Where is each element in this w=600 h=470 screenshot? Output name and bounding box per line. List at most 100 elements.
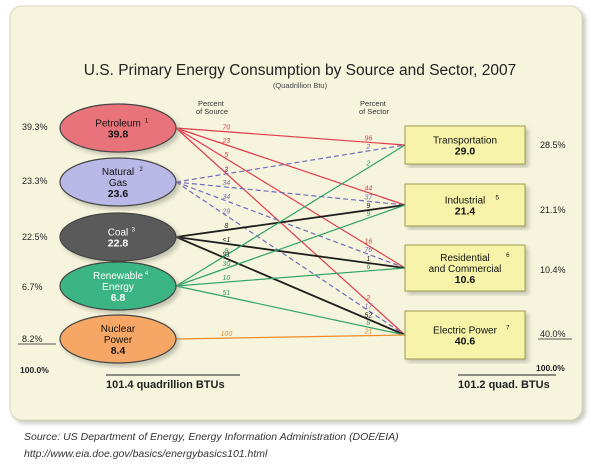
flow-source-pct-natural_gas-to-residential: 34 bbox=[222, 194, 230, 201]
right-total-pct: 100.0% bbox=[536, 363, 565, 373]
flow-source-pct-petroleum-to-industrial: 23 bbox=[221, 138, 230, 145]
source-footnote-petroleum: 1 bbox=[145, 119, 149, 125]
flow-line-natural_gas-to-transportation bbox=[175, 144, 406, 183]
flow-source-pct-petroleum-to-residential: 5 bbox=[224, 152, 228, 159]
diagram-title: U.S. Primary Energy Consumption by Sourc… bbox=[84, 62, 517, 79]
source-share-coal: 22.5% bbox=[22, 232, 48, 242]
diagram-subtitle: (Quadrillion Btu) bbox=[273, 81, 328, 90]
flow-line-renewable-to-residential bbox=[175, 267, 406, 287]
source-total: 101.4 quadrillion BTUs bbox=[106, 379, 225, 391]
source-name-nuclear: Power bbox=[104, 335, 133, 346]
flow-sector-pct-petroleum-to-electric: 2 bbox=[365, 295, 370, 302]
sector-value-industrial: 21.4 bbox=[455, 206, 476, 218]
flow-labels: 70962344516223234373476291789<1191529230… bbox=[221, 125, 374, 338]
source-node-petroleum: Petroleum 1 39.8 39.3% bbox=[22, 103, 177, 153]
flow-source-pct-coal-to-industrial: 8 bbox=[224, 223, 228, 230]
sector-share-residential: 10.4% bbox=[540, 265, 566, 275]
flow-sector-pct-renewable-to-transportation: 2 bbox=[365, 161, 370, 168]
sector-node-electric: Electric Power 7 40.6 40.0% bbox=[404, 310, 572, 360]
flow-sector-pct-coal-to-residential: 1 bbox=[366, 256, 370, 263]
flow-line-coal-to-industrial bbox=[175, 204, 406, 238]
source-node-coal: Coal 322.8 22.5% bbox=[22, 212, 177, 262]
flow-source-pct-petroleum-to-transportation: 70 bbox=[222, 125, 230, 132]
flow-source-pct-natural_gas-to-transportation: 3 bbox=[224, 167, 228, 174]
source-share-natural_gas: 23.3% bbox=[22, 176, 48, 186]
flow-line-petroleum-to-transportation bbox=[175, 127, 406, 146]
flow-source-pct-nuclear-to-electric: 100 bbox=[221, 331, 233, 338]
flow-sector-pct-coal-to-electric: 52 bbox=[364, 312, 372, 319]
flow-sector-pct-natural_gas-to-residential: 76 bbox=[364, 247, 372, 254]
sector-name-electric: Electric Power bbox=[433, 326, 498, 337]
flow-sector-pct-renewable-to-industrial: 9 bbox=[366, 211, 370, 218]
flow-line-nuclear-to-electric bbox=[175, 334, 406, 340]
sector-box-industrial bbox=[404, 183, 526, 227]
source-share-renewable: 6.7% bbox=[22, 282, 43, 292]
flow-source-pct-coal-to-electric: 91 bbox=[222, 252, 230, 259]
sector-pct-header: Percent of Sector bbox=[359, 99, 390, 116]
flow-source-pct-petroleum-to-electric: 2 bbox=[223, 167, 228, 174]
sector-share-transportation: 28.5% bbox=[540, 140, 566, 150]
source-name-natural_gas: Natural bbox=[102, 167, 134, 178]
source-url: http://www.eia.doe.gov/basics/energybasi… bbox=[24, 448, 268, 460]
sector-name-transportation: Transportation bbox=[433, 136, 497, 147]
flow-line-coal-to-residential bbox=[175, 236, 406, 269]
source-ellipse-nuclear bbox=[59, 314, 177, 364]
flow-line-petroleum-to-industrial bbox=[175, 127, 406, 206]
flow-source-pct-natural_gas-to-electric: 29 bbox=[221, 209, 230, 216]
flow-source-pct-renewable-to-electric: 51 bbox=[222, 290, 230, 297]
flow-line-natural_gas-to-industrial bbox=[175, 181, 406, 206]
flow-sector-pct-renewable-to-residential: 6 bbox=[366, 264, 370, 271]
source-value-nuclear: 8.4 bbox=[111, 345, 126, 357]
flow-line-petroleum-to-residential bbox=[175, 127, 406, 269]
sector-name-residential: and Commercial bbox=[429, 264, 502, 275]
flow-source-pct-renewable-to-transportation: 9 bbox=[224, 248, 228, 255]
sector-box-transportation bbox=[404, 125, 526, 165]
source-name-renewable: Energy bbox=[102, 282, 134, 293]
flow-sector-pct-renewable-to-electric: 8 bbox=[366, 320, 370, 327]
source-ellipse-petroleum bbox=[59, 103, 177, 153]
source-footnote-natural_gas: 2 bbox=[140, 167, 144, 173]
flow-line-renewable-to-transportation bbox=[175, 144, 406, 287]
source-share-petroleum: 39.3% bbox=[22, 122, 48, 132]
source-ellipse-natural_gas bbox=[59, 157, 177, 207]
flow-sector-pct-coal-to-industrial: 9 bbox=[366, 203, 370, 210]
source-name-nuclear: Nuclear bbox=[101, 324, 136, 335]
sector-value-electric: 40.6 bbox=[455, 336, 476, 348]
sector-share-electric: 40.0% bbox=[540, 329, 566, 339]
sector-name-industrial: Industrial bbox=[445, 196, 486, 207]
source-share-nuclear: 8.2% bbox=[22, 334, 43, 344]
sector-box-electric bbox=[404, 310, 526, 360]
flow-line-natural_gas-to-electric bbox=[175, 181, 406, 336]
flow-line-natural_gas-to-residential bbox=[175, 181, 406, 269]
source-name-coal: Coal bbox=[108, 228, 129, 239]
sector-footnote-residential: 6 bbox=[506, 253, 510, 259]
flow-lines bbox=[175, 127, 406, 340]
source-name-petroleum: Petroleum bbox=[95, 119, 141, 130]
flow-line-petroleum-to-electric bbox=[175, 127, 406, 336]
flow-source-pct-natural_gas-to-industrial: 34 bbox=[222, 180, 230, 187]
source-value-renewable: 6.8 bbox=[111, 292, 126, 304]
sector-value-transportation: 29.0 bbox=[455, 146, 476, 158]
flow-source-pct-renewable-to-industrial: 30 bbox=[222, 261, 230, 268]
flow-line-renewable-to-electric bbox=[175, 285, 406, 336]
sector-box-residential bbox=[404, 244, 526, 292]
source-pct-header: Percent of Source bbox=[196, 99, 228, 116]
sector-share-industrial: 21.1% bbox=[540, 205, 566, 215]
sector-total: 101.2 quad. BTUs bbox=[458, 379, 550, 391]
source-name-renewable: Renewable bbox=[93, 271, 143, 282]
source-footnote-renewable: 4 bbox=[145, 271, 149, 277]
sector-footnote-electric: 7 bbox=[506, 326, 510, 332]
flow-source-pct-renewable-to-residential: 10 bbox=[222, 275, 230, 282]
flow-sector-pct-natural_gas-to-transportation: 2 bbox=[365, 144, 370, 151]
source-footnote-coal: 3 bbox=[132, 228, 136, 234]
sector-node-industrial: Industrial 5 21.4 21.1% bbox=[404, 183, 566, 227]
flow-line-renewable-to-industrial bbox=[175, 204, 406, 287]
source-value-coal: 22.8 bbox=[108, 238, 129, 250]
